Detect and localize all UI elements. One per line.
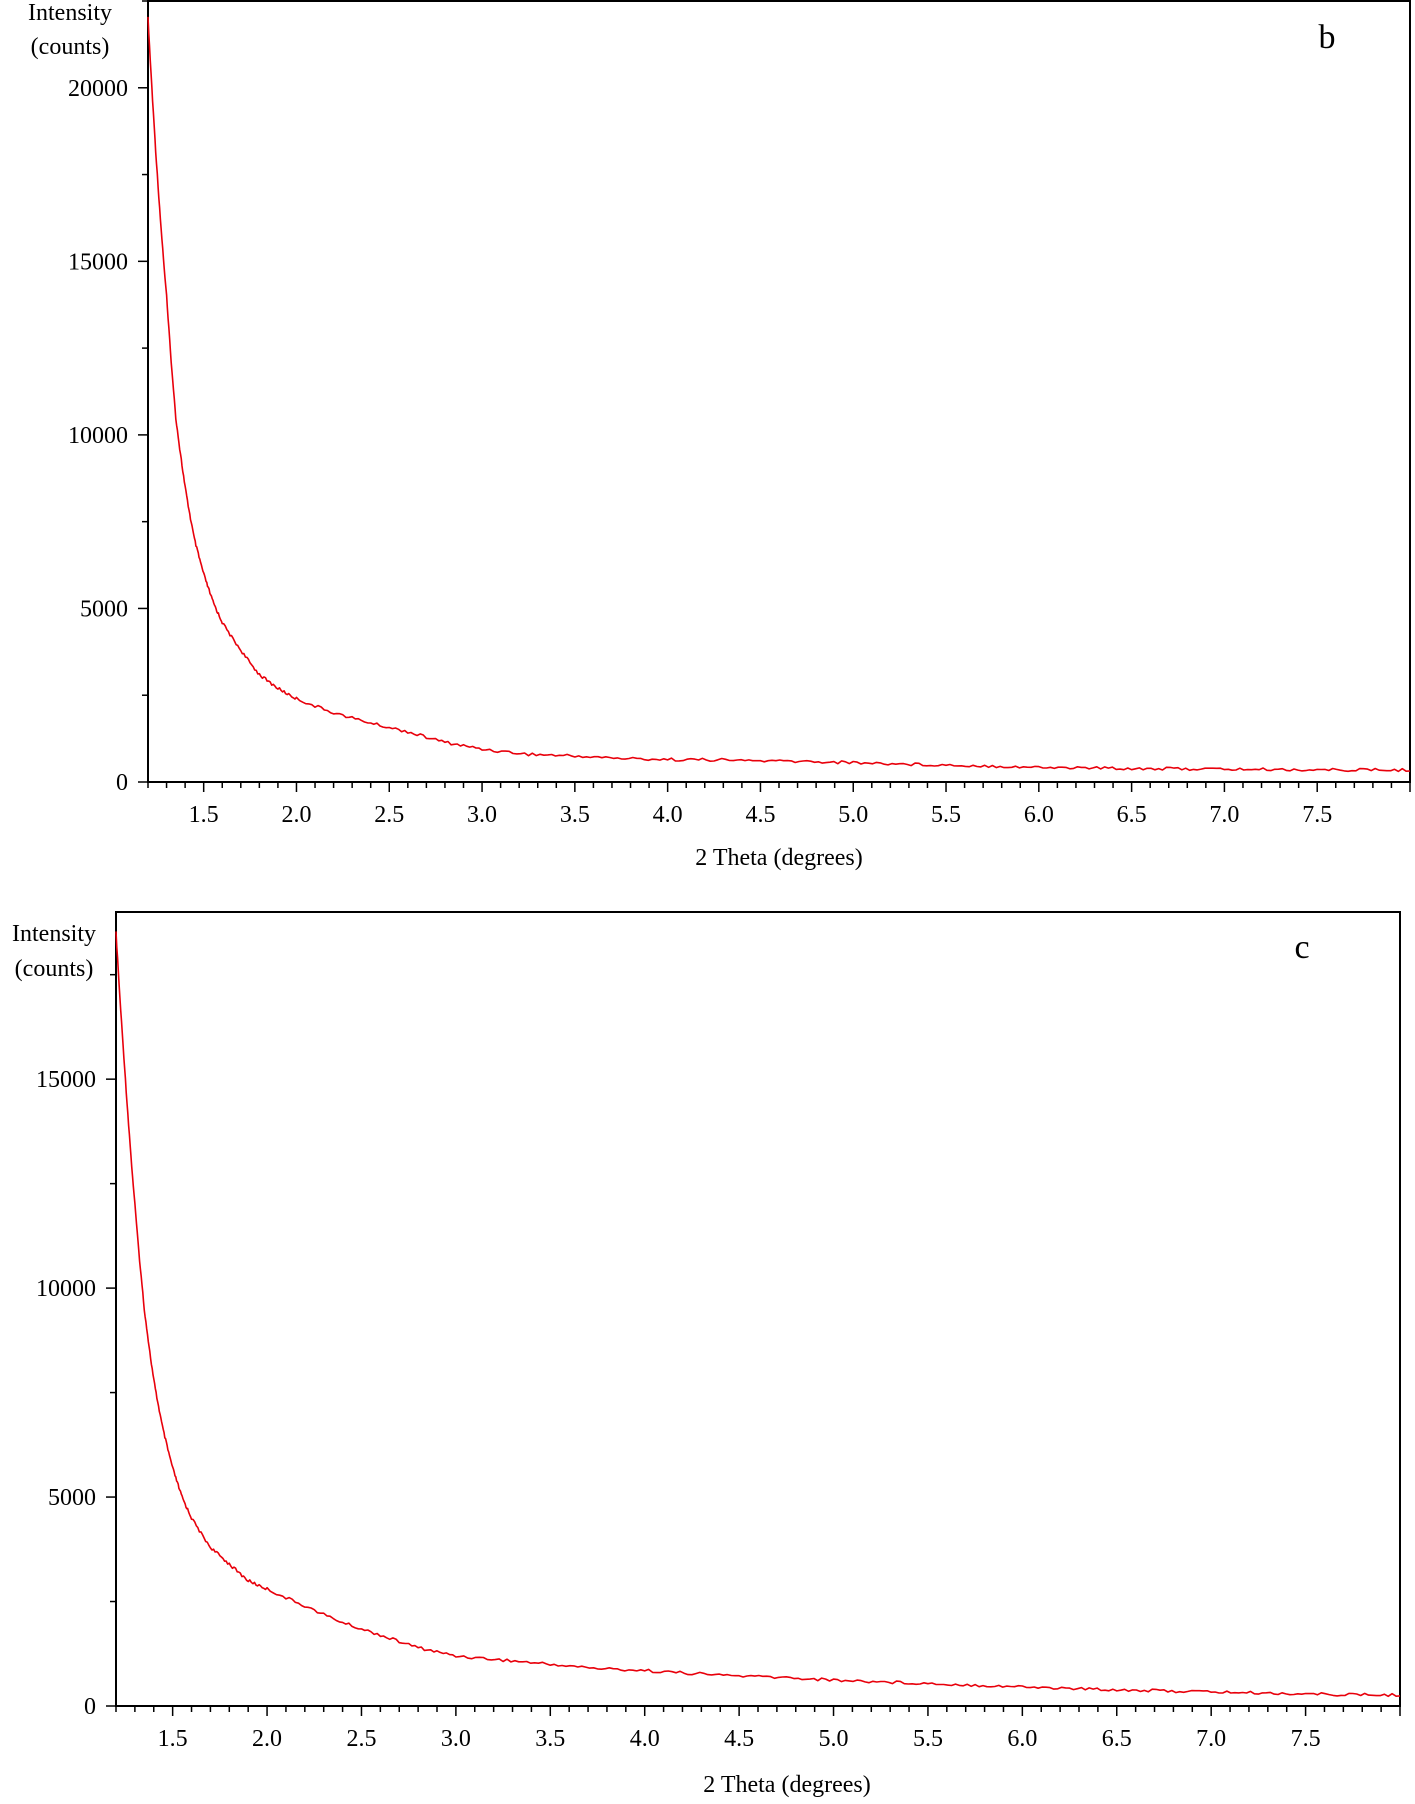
data-line: [116, 931, 1400, 1696]
data-line: [148, 17, 1410, 772]
x-tick-label: 6.0: [1024, 802, 1054, 828]
x-tick-label: 7.0: [1209, 802, 1239, 828]
y-tick-label: 10000: [36, 1276, 96, 1302]
y-axis-label-b: Intensity (counts): [28, 0, 112, 60]
y-tick-label: 0: [116, 770, 128, 796]
x-tick-label: 5.0: [819, 1726, 849, 1752]
plot-frame-c: [116, 912, 1400, 1706]
y-axis-label-line1: Intensity: [12, 921, 96, 947]
y-tick-label: 0: [84, 1694, 96, 1720]
y-axis-label-line1: Intensity: [28, 0, 112, 26]
x-tick-label: 2.0: [252, 1726, 282, 1752]
x-tick-label: 4.5: [724, 1726, 754, 1752]
panel-c: Intensity (counts) c 2 Theta (degrees) 1…: [12, 912, 1400, 1798]
x-tick-label: 4.0: [630, 1726, 660, 1752]
y-tick-label: 15000: [68, 249, 128, 275]
x-tick-label: 7.5: [1291, 1726, 1321, 1752]
x-tick-label: 3.5: [560, 802, 590, 828]
x-tick-label: 4.0: [653, 802, 683, 828]
x-tick-label: 6.5: [1102, 1726, 1132, 1752]
x-tick-label: 5.5: [931, 802, 961, 828]
y-axis-label-c: Intensity (counts): [12, 921, 96, 982]
series-b: [148, 17, 1410, 772]
x-tick-label: 2.0: [281, 802, 311, 828]
y-tick-label: 15000: [36, 1067, 96, 1093]
y-tick-label: 10000: [68, 423, 128, 449]
x-tick-label: 1.5: [189, 802, 219, 828]
x-ticks-b: 1.5 2.0 2.5 3.0 3.5 4.0 4.5 5.0 5.5 6.0 6.5 7.0 7.5: [148, 782, 1410, 828]
panel-letter-c: c: [1294, 929, 1309, 966]
y-ticks-b: 0 5000 10000 15000 20000: [68, 1, 148, 796]
x-tick-label: 4.5: [745, 802, 775, 828]
x-axis-label-c: 2 Theta (degrees): [703, 1772, 870, 1798]
y-tick-label: 5000: [48, 1485, 96, 1511]
series-c: [116, 931, 1400, 1696]
plot-frame-b: [148, 1, 1410, 782]
x-tick-label: 3.5: [535, 1726, 565, 1752]
x-tick-label: 3.0: [441, 1726, 471, 1752]
x-tick-label: 7.5: [1302, 802, 1332, 828]
panel-b: Intensity (counts) b 2 Theta (degrees) 1…: [28, 0, 1410, 871]
y-ticks-c: 0 5000 10000 15000: [36, 975, 116, 1720]
x-tick-label: 6.5: [1117, 802, 1147, 828]
x-tick-label: 6.0: [1007, 1726, 1037, 1752]
y-axis-label-line2: (counts): [15, 956, 94, 982]
x-tick-label: 5.0: [838, 802, 868, 828]
panel-letter-b: b: [1319, 19, 1336, 56]
x-tick-label: 2.5: [374, 802, 404, 828]
x-ticks-c: 1.5 2.0 2.5 3.0 3.5 4.0 4.5 5.0 5.5 6.0 6.5 7.0 7.5: [116, 1706, 1400, 1752]
x-tick-label: 5.5: [913, 1726, 943, 1752]
y-tick-label: 20000: [68, 76, 128, 102]
y-axis-label-line2: (counts): [31, 34, 110, 60]
x-tick-label: 1.5: [158, 1726, 188, 1752]
x-axis-label-b: 2 Theta (degrees): [695, 845, 862, 871]
x-tick-label: 2.5: [346, 1726, 376, 1752]
y-tick-label: 5000: [80, 596, 128, 622]
x-tick-label: 7.0: [1196, 1726, 1226, 1752]
x-tick-label: 3.0: [467, 802, 497, 828]
